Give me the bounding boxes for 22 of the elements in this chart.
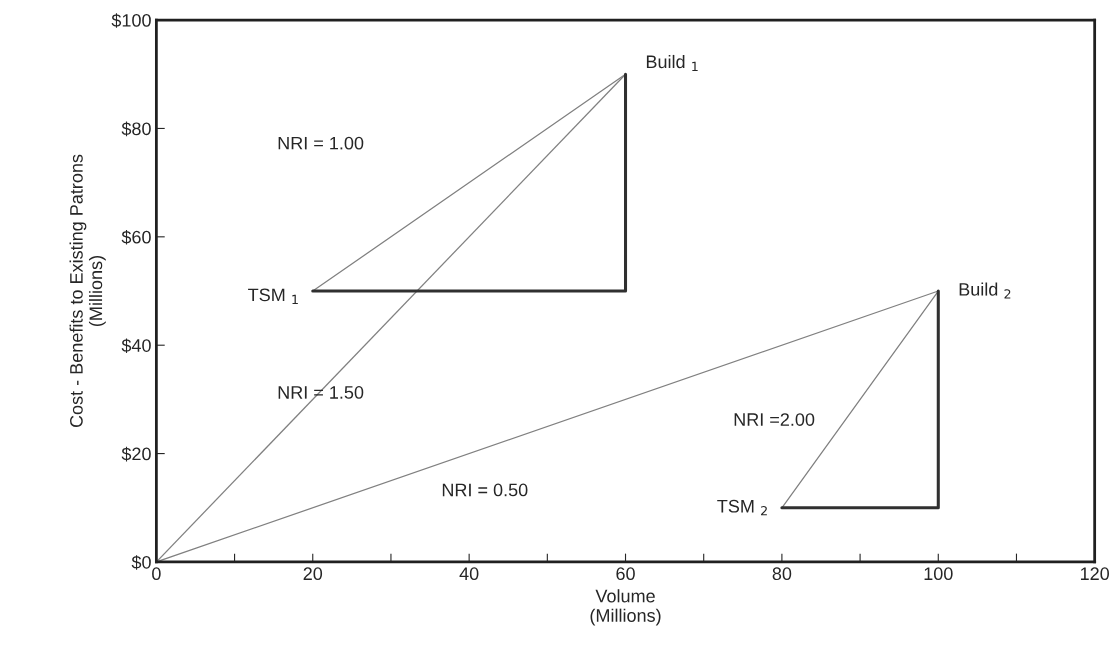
x-tick-label: 0 <box>152 567 161 581</box>
x-tick-label: 100 <box>924 567 953 581</box>
y-tick-label: $100 <box>111 13 151 28</box>
annotation: NRI = 1.00 <box>278 136 364 150</box>
y-axis-title: Cost - Benefits to Existing Patrons (Millions) <box>69 154 106 428</box>
y-tick-label: $20 <box>121 446 151 462</box>
y-tick-label: $40 <box>121 338 151 353</box>
x-axis-title: Volume (Millions) <box>590 589 661 626</box>
x-tick-label: 60 <box>616 567 635 581</box>
y-tick-label: $80 <box>121 121 151 137</box>
annotation: NRI = 0.50 <box>442 483 528 497</box>
annotation: TSM $_{1}$ <box>248 288 298 305</box>
x-tick-label: 40 <box>459 567 479 581</box>
annotation: TSM $_{2}$ <box>717 499 767 516</box>
x-tick-label: 80 <box>772 567 792 581</box>
y-tick-label: $0 <box>131 555 151 570</box>
x-tick-label: 120 <box>1080 567 1110 581</box>
annotation: Build $_{2}$ <box>959 282 1011 299</box>
x-tick-label: 20 <box>303 567 323 581</box>
annotation: Build $_{1}$ <box>646 54 698 71</box>
annotation: NRI =2.00 <box>734 413 815 426</box>
y-tick-label: $60 <box>121 230 151 245</box>
